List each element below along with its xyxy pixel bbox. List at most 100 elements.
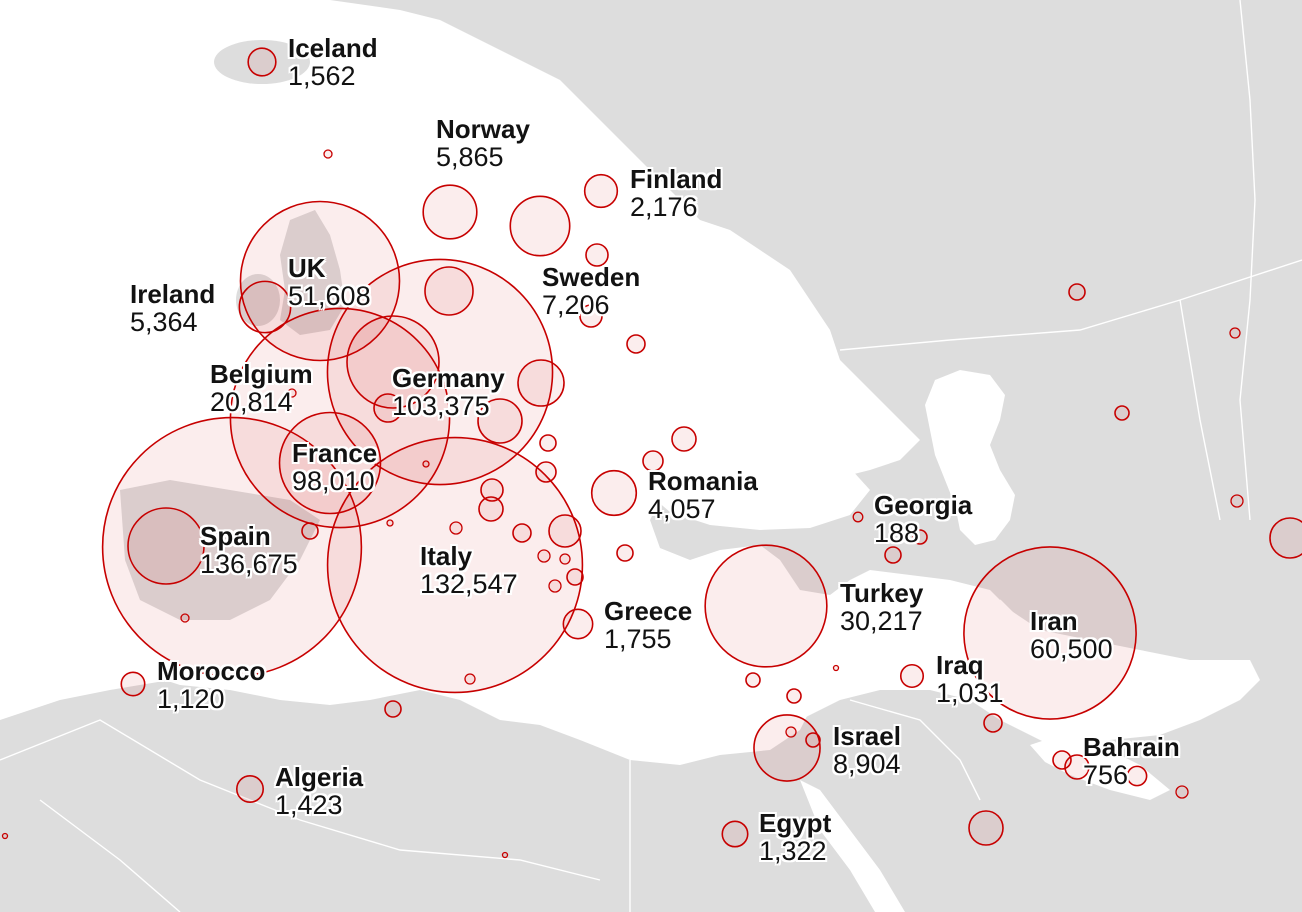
land-iceland: [214, 40, 310, 84]
black-sea: [650, 450, 870, 530]
country-name: Iraq: [936, 650, 984, 680]
bubble-finland: [583, 173, 619, 209]
case-count: 98,010: [292, 466, 375, 497]
bubble-unlabelled: [832, 664, 840, 672]
country-name: Italy: [420, 541, 473, 571]
bubble-unlabelled: [386, 519, 394, 527]
case-count: 756: [1083, 760, 1129, 791]
case-count: 4,057: [648, 494, 716, 525]
label-greece: Greece 1,755: [604, 597, 692, 654]
bubble-unlabelled: [539, 434, 557, 452]
label-uk: UK 51,608: [288, 254, 371, 311]
country-name: Ireland: [130, 279, 216, 309]
bubble-unlabelled: [884, 546, 902, 564]
bubble-unlabelled: [626, 334, 646, 354]
border-line: [849, 699, 981, 801]
bubble-unlabelled: [287, 388, 297, 398]
bubble-france: [229, 307, 451, 529]
case-bubbles: [1, 47, 1302, 859]
bubble-unlabelled: [1064, 754, 1090, 780]
bubble-iran: [963, 546, 1137, 720]
bubble-algeria: [235, 774, 265, 804]
case-count: 51,608: [288, 281, 371, 312]
case-count: 30,217: [840, 606, 923, 637]
border-line: [359, 379, 461, 521]
country-name: Romania: [648, 466, 758, 496]
label-georgia: Georgia 188: [874, 491, 972, 548]
case-count: 188: [874, 518, 920, 549]
bubble-norway: [422, 184, 478, 240]
bubble-unlabelled: [786, 688, 802, 704]
bubble-unlabelled: [1230, 494, 1244, 508]
bubble-unlabelled: [449, 521, 463, 535]
label-bahrain: Bahrain 756: [1083, 733, 1180, 790]
label-turkey: Turkey 30,217: [840, 579, 923, 636]
country-name: UK: [288, 253, 326, 283]
bubble-spain: [101, 416, 363, 678]
country-name: Norway: [436, 114, 530, 144]
bubble-unlabelled: [1068, 283, 1086, 301]
country-name: Sweden: [542, 262, 641, 292]
bubble-iceland: [247, 47, 277, 77]
bubble-unlabelled: [373, 393, 403, 423]
country-name: Turkey: [840, 578, 924, 608]
case-count: 7,206: [542, 290, 610, 321]
case-count: 5,865: [436, 142, 504, 173]
country-name: Belgium: [210, 359, 313, 389]
bubble-unlabelled: [517, 359, 565, 407]
bubble-unlabelled: [579, 304, 603, 328]
bubble-bahrain: [1126, 765, 1148, 787]
bubble-unlabelled: [1114, 405, 1130, 421]
bubble-unlabelled: [1175, 785, 1189, 799]
bubble-israel: [753, 714, 821, 782]
bubble-iraq: [899, 663, 925, 689]
country-name: Germany: [392, 363, 505, 393]
bubble-ireland: [238, 280, 292, 334]
bubble-unlabelled: [477, 398, 523, 444]
country-name: Egypt: [759, 808, 832, 838]
case-count: 1,031: [936, 678, 1004, 709]
label-france: France 98,010: [292, 439, 377, 496]
border-line: [449, 329, 501, 471]
label-iceland: Iceland 1,562: [288, 34, 378, 91]
label-finland: Finland 2,176: [630, 165, 722, 222]
bubble-unlabelled: [983, 713, 1003, 733]
country-name: Algeria: [275, 762, 364, 792]
label-italy: Italy 132,547: [420, 542, 518, 599]
case-count: 136,675: [200, 549, 298, 580]
bubble-morocco: [120, 671, 146, 697]
bubble-unlabelled: [424, 266, 474, 316]
case-count: 1,120: [157, 684, 225, 715]
bubble-belgium: [278, 411, 382, 515]
label-israel: Israel 8,904: [833, 722, 901, 779]
bubble-unlabelled: [912, 529, 928, 545]
case-count: 60,500: [1030, 634, 1113, 665]
bubble-unlabelled: [671, 426, 697, 452]
bubble-unlabelled: [616, 544, 634, 562]
bubble-unlabelled: [548, 514, 582, 548]
case-count: 2,176: [630, 192, 698, 223]
label-norway: Norway 5,865: [436, 115, 530, 172]
country-name: Iran: [1030, 606, 1078, 636]
bubble-unlabelled: [301, 522, 319, 540]
case-count: 132,547: [420, 569, 518, 600]
label-morocco: Morocco 1,120: [157, 657, 265, 714]
bubble-greece: [562, 608, 594, 640]
atlantic-ocean: [0, 0, 330, 705]
label-ireland: Ireland 5,364: [130, 280, 215, 337]
border-line: [559, 359, 701, 441]
bubble-unlabelled: [745, 672, 761, 688]
bubble-egypt: [721, 820, 749, 848]
case-count: 8,904: [833, 749, 901, 780]
country-name: Spain: [200, 521, 271, 551]
border-line: [599, 479, 661, 561]
bubble-unlabelled: [585, 243, 609, 267]
bubble-sweden: [509, 195, 571, 257]
land-iberia: [120, 480, 320, 620]
land-great-britain: [280, 210, 345, 335]
bubble-unlabelled: [566, 568, 584, 586]
case-count: 103,375: [392, 391, 490, 422]
bubble-unlabelled: [180, 613, 190, 623]
